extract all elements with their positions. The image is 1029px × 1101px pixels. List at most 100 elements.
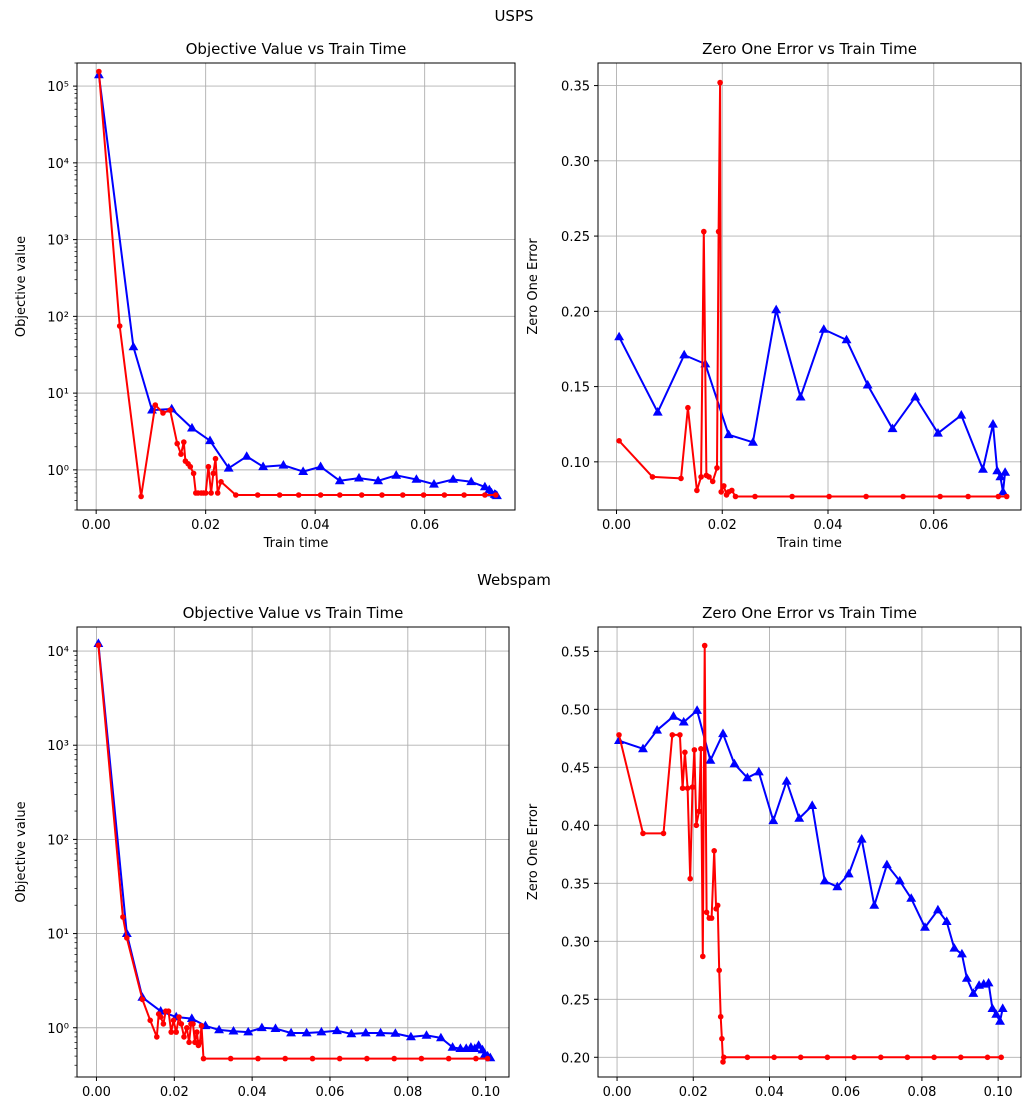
chart-2-series-1-point-7	[157, 1014, 164, 1020]
suptitle-webspam: Webspam	[477, 571, 551, 589]
chart-0-series-1-point-30	[358, 492, 365, 498]
chart-2-series-0-point-8	[228, 1026, 239, 1035]
chart-3-series-0-point-6	[705, 755, 716, 764]
chart-3-series-0-point-34	[991, 1009, 1002, 1018]
chart-0-series-1-point-7	[178, 451, 184, 458]
chart-3-series-1-point-10	[691, 747, 698, 753]
chart-1-series-0-point-2	[679, 349, 690, 359]
chart-0-series-1-point-35	[461, 492, 467, 498]
chart-3-series-0-point-11	[768, 815, 779, 825]
chart-2-series-1-point-2	[124, 935, 130, 941]
chart-2-ytick-label-2: 10²	[47, 833, 69, 848]
chart-2-series-1-point-30	[309, 1055, 316, 1062]
chart-0-series-1-point-2	[138, 493, 144, 500]
chart-2-series-1-point-1	[120, 914, 126, 920]
chart-2-series-0-point-10	[256, 1022, 267, 1032]
chart-0-series-1-point-19	[208, 490, 214, 496]
chart-3-series-1-point-30	[824, 1054, 831, 1061]
chart-3-series-0-line	[618, 709, 1004, 1023]
chart-1-series-0-point-15	[978, 464, 988, 473]
chart-1-series-0-point-6	[771, 304, 782, 314]
chart-0-series-1-point-27	[295, 492, 302, 498]
chart-1-ytick-label-1: 0.15	[561, 381, 590, 396]
chart-1-series-1-point-27	[1003, 493, 1010, 500]
chart-2-series-1-point-0	[95, 642, 102, 649]
chart-3-series-0-point-13	[794, 813, 805, 822]
chart-3-series-1-point-14	[700, 953, 706, 960]
chart-0-series-1-point-5	[167, 407, 173, 413]
chart-1-series-1-point-19	[752, 493, 758, 500]
chart-2-series-0-point-22	[436, 1032, 446, 1042]
chart-3-series-1-point-36	[984, 1054, 991, 1061]
chart-1-series-1-point-26	[995, 493, 1002, 500]
chart-3-series-1-point-23	[717, 1013, 724, 1020]
chart-0-series-0-point-15	[391, 470, 402, 479]
chart-0-series-1-point-6	[174, 440, 180, 447]
chart-0-series-1-line	[97, 71, 496, 498]
chart-1-series-0-point-9	[841, 334, 852, 344]
chart-0-series-1-point-0	[96, 68, 102, 75]
chart-0-ytick-label-5: 10⁵	[47, 80, 69, 95]
chart-3-series-1-point-11	[693, 822, 700, 829]
chart-2-series-0-point-15	[332, 1025, 342, 1035]
chart-0-ytick-label-3: 10³	[47, 234, 69, 249]
chart-3-ytick-label-5: 0.45	[561, 761, 590, 776]
chart-2-series-1-point-25	[198, 1023, 205, 1029]
chart-3-series-0-point-4	[678, 716, 689, 726]
chart-2-ytick-label-3: 10³	[47, 739, 69, 754]
chart-3-series-1-point-3	[669, 732, 676, 738]
chart-0-xtick-label-2: 0.04	[301, 518, 330, 533]
chart-2-series-0-point-13	[301, 1027, 312, 1037]
chart-3-frame	[597, 626, 1022, 1078]
chart-2-series-1-point-15	[178, 1021, 185, 1027]
chart-2-series-1-point-13	[173, 1029, 179, 1035]
chart-1-xlabel: Train time	[776, 536, 842, 551]
chart-0-xtick-label-1: 0.02	[191, 518, 220, 533]
chart-0-series-0-point-7	[241, 451, 252, 460]
chart-3-ylabel: Zero One Error	[526, 803, 541, 900]
chart-0-xtick-label-0: 0.00	[82, 518, 111, 533]
chart-1-series-0-point-4	[723, 429, 734, 439]
chart-3-series-1-point-25	[720, 1059, 726, 1065]
chart-3-xtick-label-5: 0.10	[984, 1085, 1013, 1100]
chart-3-series-1-point-8	[687, 875, 693, 882]
chart-2-xtick-label-1: 0.02	[160, 1085, 189, 1100]
chart-3-series-0-point-9	[742, 772, 753, 782]
chart-1: 0.00 0.02 0.04 0.06 0.10 0.15 0.20 0.25 0.30 0.35…	[526, 40, 1022, 551]
chart-3-series-1-point-12	[696, 808, 702, 815]
chart-2-series-0-point-12	[286, 1027, 296, 1037]
chart-3-series-0-point-23	[920, 922, 930, 931]
chart-2-series-0-point-28	[473, 1040, 484, 1049]
chart-0-series-1-point-17	[202, 490, 209, 496]
chart-0-series-0-point-10	[298, 466, 309, 475]
chart-2-series-1-point-37	[484, 1055, 491, 1062]
chart-3-series-0-point-12	[781, 776, 792, 785]
chart-0-series-0-point-5	[205, 435, 215, 445]
chart-1-series-1-point-11	[715, 228, 722, 235]
chart-3-series-0-point-18	[856, 834, 867, 843]
chart-2-series-1-point-16	[181, 1034, 187, 1040]
chart-1-xtick-label-1: 0.02	[708, 518, 737, 533]
chart-3-series-1-point-5	[679, 785, 686, 791]
chart-2-ytick-label-1: 10¹	[47, 928, 69, 943]
chart-3-series-1-point-7	[684, 785, 691, 791]
chart-0-series-1-point-8	[181, 439, 187, 445]
chart-2-ylabel: Objective value	[14, 801, 29, 902]
chart-1-series-1-point-13	[718, 489, 724, 495]
chart-2-series-0-point-21	[421, 1030, 432, 1039]
chart-3-ytick-label-3: 0.35	[561, 877, 590, 892]
chart-2-frame	[76, 626, 510, 1078]
chart-3-series-0-point-26	[949, 943, 960, 952]
chart-3-series-1-point-16	[703, 909, 710, 916]
chart-2-series-0-point-7	[214, 1024, 224, 1034]
chart-3-series-1-point-21	[714, 902, 721, 909]
chart-1-series-0-line	[618, 308, 1007, 493]
chart-0-series-1-point-11	[187, 463, 194, 470]
chart-3-xtick-label-1: 0.02	[679, 1085, 708, 1100]
chart-0-series-0-point-16	[411, 474, 422, 483]
chart-1-series-0-point-10	[862, 379, 873, 389]
chart-1-series-1-point-6	[701, 228, 707, 235]
chart-3-ytick-label-6: 0.50	[561, 703, 590, 718]
chart-1-series-1-point-18	[732, 493, 739, 500]
chart-3-series-1-point-15	[701, 642, 708, 649]
